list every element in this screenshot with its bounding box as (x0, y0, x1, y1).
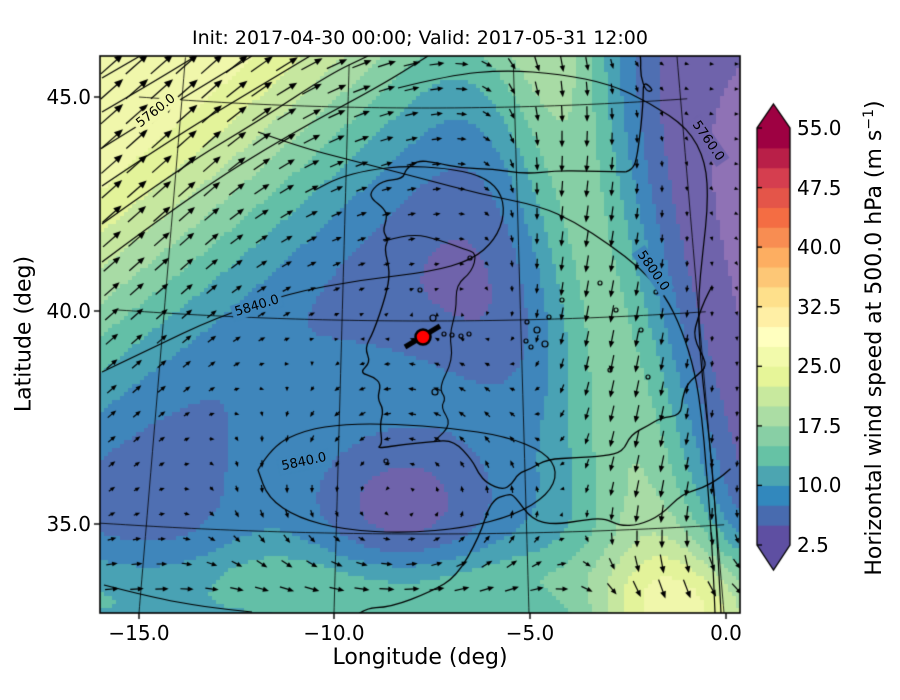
colorbar-label-text: Horizontal wind speed at 500.0 hPa (m s (862, 129, 888, 576)
colorbar-tick-label: 32.5 (797, 294, 842, 319)
colorbar-tick-label: 40.0 (797, 235, 842, 260)
x-axis-label: Longitude (deg) (332, 645, 508, 670)
colorbar-tick-label: 2.5 (797, 533, 829, 557)
colorbar-tick-label: 55.0 (797, 116, 842, 140)
colorbar-label-exponent: −1 (860, 108, 877, 130)
x-tick-label: −5.0 (505, 621, 555, 645)
colorbar-tick-label: 47.5 (797, 175, 842, 200)
y-tick-label: 40.0 (46, 299, 91, 323)
x-tick-label: −15.0 (108, 621, 170, 645)
colorbar-label-close: ) (862, 100, 888, 109)
y-axis-label: Latitude (deg) (11, 255, 37, 413)
y-tick-label: 35.0 (46, 512, 91, 536)
colorbar-tick-label: 25.0 (797, 354, 842, 379)
colorbar-label: Horizontal wind speed at 500.0 hPa (m s−… (861, 100, 887, 575)
colorbar-tick-label: 17.5 (797, 413, 842, 438)
y-tick-label: 45.0 (46, 85, 91, 109)
x-tick-label: 0.0 (710, 621, 742, 645)
colorbar-tick-label: 10.0 (797, 473, 842, 498)
plot-title: Init: 2017-04-30 00:00; Valid: 2017-05-3… (192, 27, 648, 49)
x-tick-label: −10.0 (303, 621, 365, 645)
